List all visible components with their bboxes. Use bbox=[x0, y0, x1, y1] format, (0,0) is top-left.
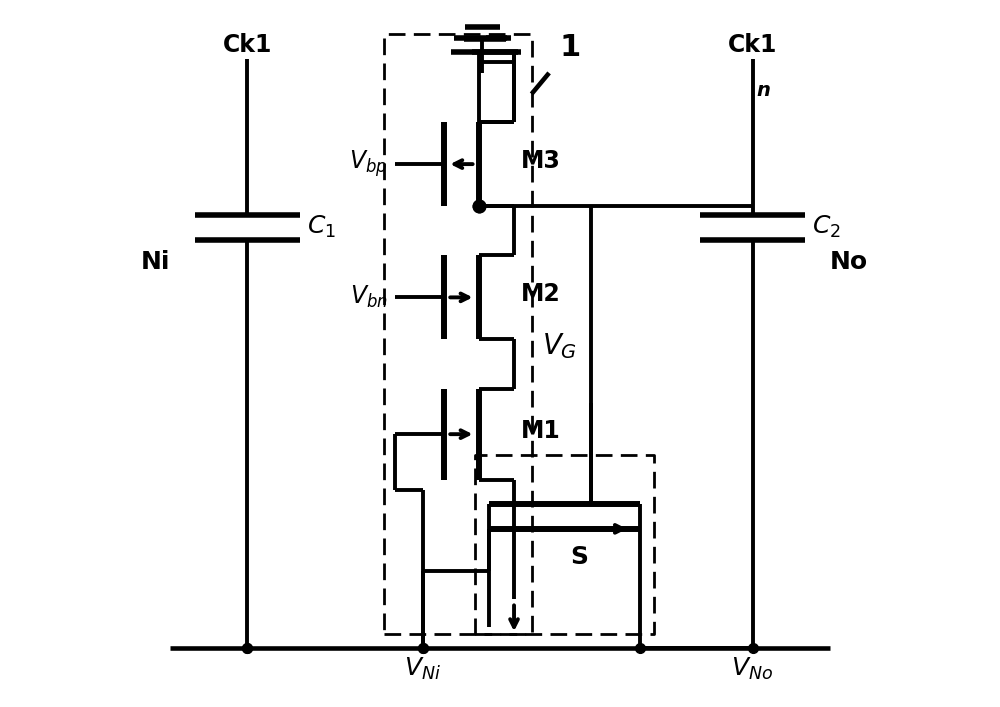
Text: $V_{bn}$: $V_{bn}$ bbox=[350, 284, 388, 310]
Text: M1: M1 bbox=[521, 419, 561, 443]
Text: Ni: Ni bbox=[141, 250, 170, 274]
Text: $V_G$: $V_G$ bbox=[542, 332, 577, 361]
Text: $V_{No}$: $V_{No}$ bbox=[731, 656, 774, 682]
Text: S: S bbox=[570, 545, 588, 569]
Text: No: No bbox=[830, 250, 868, 274]
Text: $V_{bp}$: $V_{bp}$ bbox=[349, 148, 388, 180]
Text: M2: M2 bbox=[521, 282, 561, 306]
Text: Ck1: Ck1 bbox=[728, 33, 777, 57]
Text: $V_{Ni}$: $V_{Ni}$ bbox=[404, 656, 441, 682]
Text: M3: M3 bbox=[521, 148, 561, 173]
Text: 1: 1 bbox=[560, 33, 581, 62]
Text: Ck1: Ck1 bbox=[223, 33, 272, 57]
Text: $C_1$: $C_1$ bbox=[307, 214, 336, 240]
Text: $C_2$: $C_2$ bbox=[812, 214, 841, 240]
Text: n: n bbox=[756, 81, 770, 100]
